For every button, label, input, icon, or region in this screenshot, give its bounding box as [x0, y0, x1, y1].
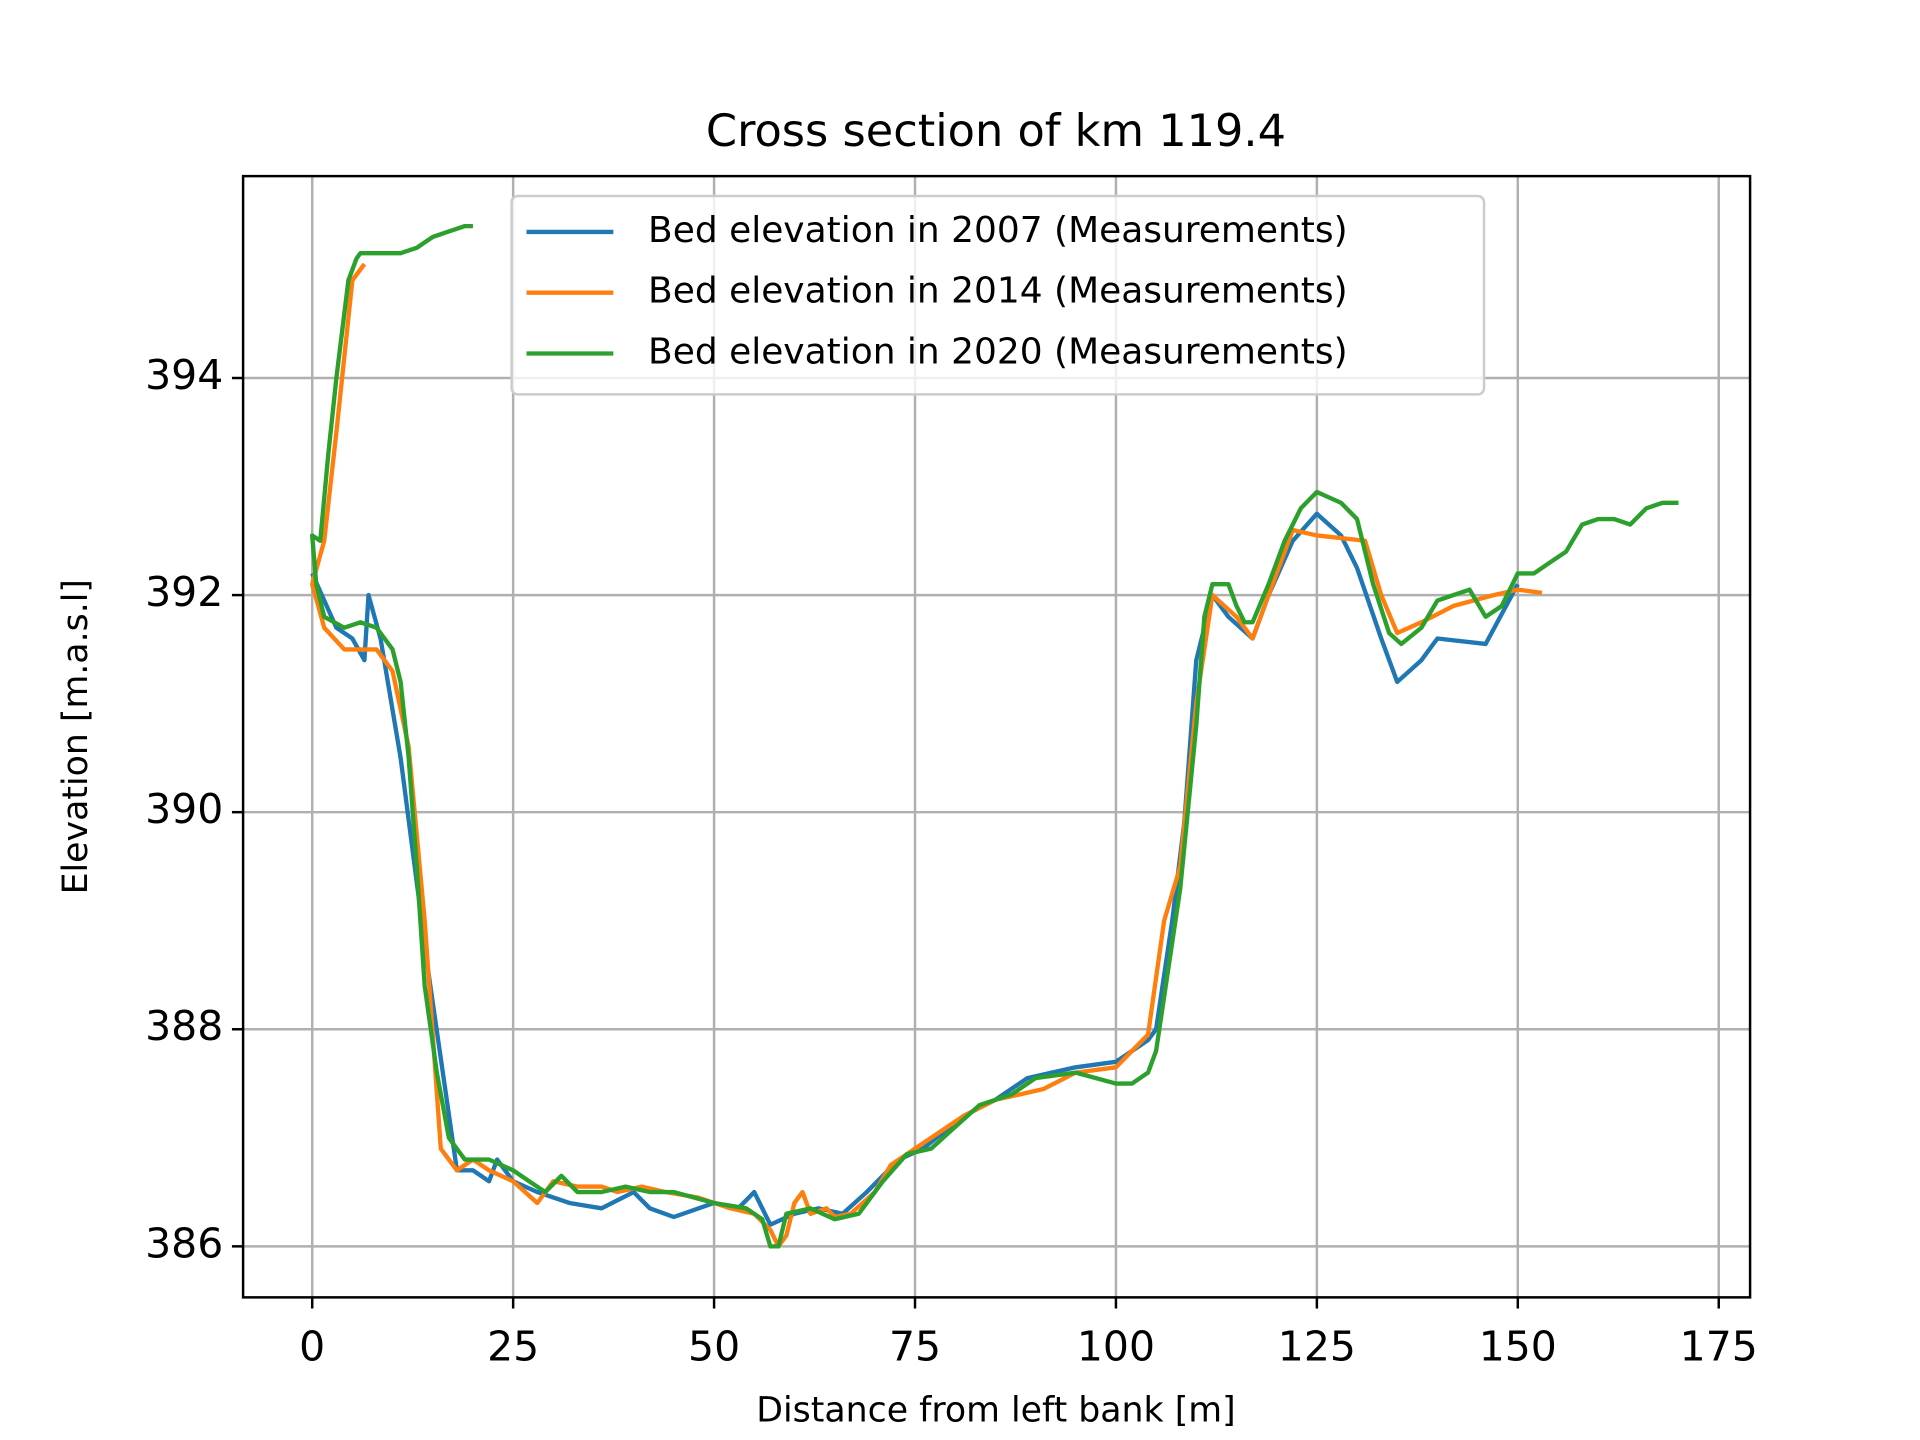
y-axis-label: Elevation [m.a.s.l]: [56, 579, 96, 894]
legend-label: Bed elevation in 2014 (Measurements): [648, 271, 1348, 312]
legend-box: [510, 194, 1486, 396]
y-tick-label: 394: [145, 351, 223, 399]
x-tick-label: 75: [889, 1322, 941, 1370]
x-tick-label: 150: [1479, 1322, 1557, 1370]
legend-label: Bed elevation in 2007 (Measurements): [648, 210, 1348, 251]
line-series: [310, 223, 1679, 1249]
legend-label: Bed elevation in 2020 (Measurements): [648, 331, 1348, 372]
x-tick-label: 25: [487, 1322, 539, 1370]
x-tick-label: 100: [1077, 1322, 1155, 1370]
line-series: [310, 262, 1543, 1249]
chart-title: Cross section of km 119.4: [706, 105, 1286, 157]
x-tick-label: 125: [1278, 1322, 1356, 1370]
y-tick-label: 388: [145, 1002, 223, 1050]
x-tick-label: 0: [299, 1322, 325, 1370]
plot-frame: [241, 174, 1752, 1299]
x-tick-label: 175: [1680, 1322, 1758, 1370]
x-tick-label: 50: [688, 1322, 740, 1370]
x-axis-label: Distance from left bank [m]: [756, 1390, 1235, 1430]
y-tick-label: 392: [145, 568, 223, 616]
y-tick-label: 390: [145, 785, 223, 833]
y-tick-label: 386: [145, 1219, 223, 1267]
